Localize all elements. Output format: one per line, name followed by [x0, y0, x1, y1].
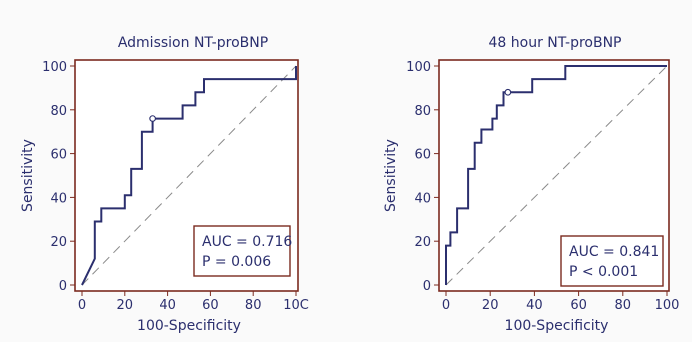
chart-2-auc-label: AUC = 0.841	[569, 244, 659, 260]
chart-1-stats-box	[193, 225, 291, 277]
chart-2-title: 48 hour NT-proBNP	[489, 35, 622, 51]
chart-2-y-tick-label: 60	[414, 148, 431, 163]
chart-2-roc-curve	[445, 65, 667, 285]
chart-1-auc-label: AUC = 0.716	[202, 234, 292, 250]
chart-2-x-tick-label: 60	[570, 298, 587, 313]
chart-2-x-tick-label: 40	[526, 298, 543, 313]
chart-2-y-tick-label: 40	[414, 191, 431, 206]
chart-2-x-axis-label: 100-Specificity	[505, 318, 609, 334]
chart-2-y-axis-label: Sensitivity	[383, 139, 399, 212]
chart-1-x-tick-label: 10C	[283, 298, 309, 313]
chart-1-p-value-label: P = 0.006	[202, 254, 271, 270]
chart-2-stats-box	[560, 235, 664, 287]
chart-1-roc-curve	[81, 66, 297, 286]
chart-1-y-tick-label: 60	[50, 148, 67, 163]
chart-1-x-tick-label: 40	[159, 298, 176, 313]
chart-1-cutoff-point	[149, 115, 156, 122]
chart-2-cutoff-point	[504, 88, 512, 96]
chart-2-p-value-label: P < 0.001	[569, 264, 638, 280]
chart-2-y-tick-label: 20	[414, 235, 431, 250]
chart-2-x-tick-label: 80	[615, 298, 632, 313]
chart-1-x-tick-label: 20	[117, 298, 134, 313]
chart-1-x-tick-label: 60	[202, 298, 219, 313]
chart-2-x-tick-label: 0	[442, 298, 450, 313]
chart-1-y-tick-label: 40	[50, 191, 67, 206]
chart-1-y-tick-label: 100	[42, 60, 67, 75]
chart-1-y-tick-label: 80	[50, 104, 67, 119]
chart-1-x-tick-label: 80	[245, 298, 262, 313]
chart-1-x-tick-label: 0	[78, 298, 86, 313]
chart-1-reference-line	[81, 65, 297, 286]
chart-1-y-tick-label: 0	[59, 279, 67, 294]
chart-2-y-tick-label: 0	[423, 279, 431, 294]
chart-2-y-tick-label: 100	[406, 60, 431, 75]
chart-2-x-tick-label: 100	[655, 298, 680, 313]
chart-1-y-axis-label: Sensitivity	[20, 139, 36, 212]
chart-2-x-tick-label: 20	[482, 298, 499, 313]
chart-1-y-tick-label: 20	[50, 235, 67, 250]
chart-1-x-axis-label: 100-Specificity	[137, 318, 241, 334]
chart-2-reference-line	[445, 65, 668, 286]
chart-2-y-tick-label: 80	[414, 104, 431, 119]
chart-1: Admission NT-proBNP 100-Specificity Sensit…	[20, 35, 309, 334]
chart-1-title: Admission NT-proBNP	[118, 35, 268, 51]
chart-2: 48 hour NT-proBNP 100-Specificity Sensitiv…	[383, 35, 679, 334]
